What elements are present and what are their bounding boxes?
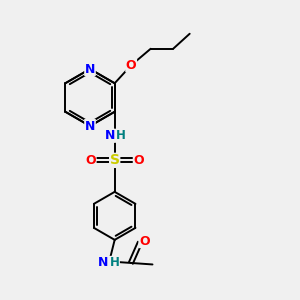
Text: N: N — [85, 119, 95, 133]
Text: N: N — [85, 62, 95, 76]
Text: H: H — [116, 129, 126, 142]
Text: O: O — [134, 154, 144, 167]
Text: N: N — [98, 256, 109, 269]
Text: O: O — [139, 235, 150, 248]
Text: O: O — [85, 154, 96, 167]
Text: H: H — [110, 256, 119, 269]
Text: N: N — [105, 129, 116, 142]
Text: O: O — [126, 59, 136, 72]
Text: S: S — [110, 153, 120, 167]
